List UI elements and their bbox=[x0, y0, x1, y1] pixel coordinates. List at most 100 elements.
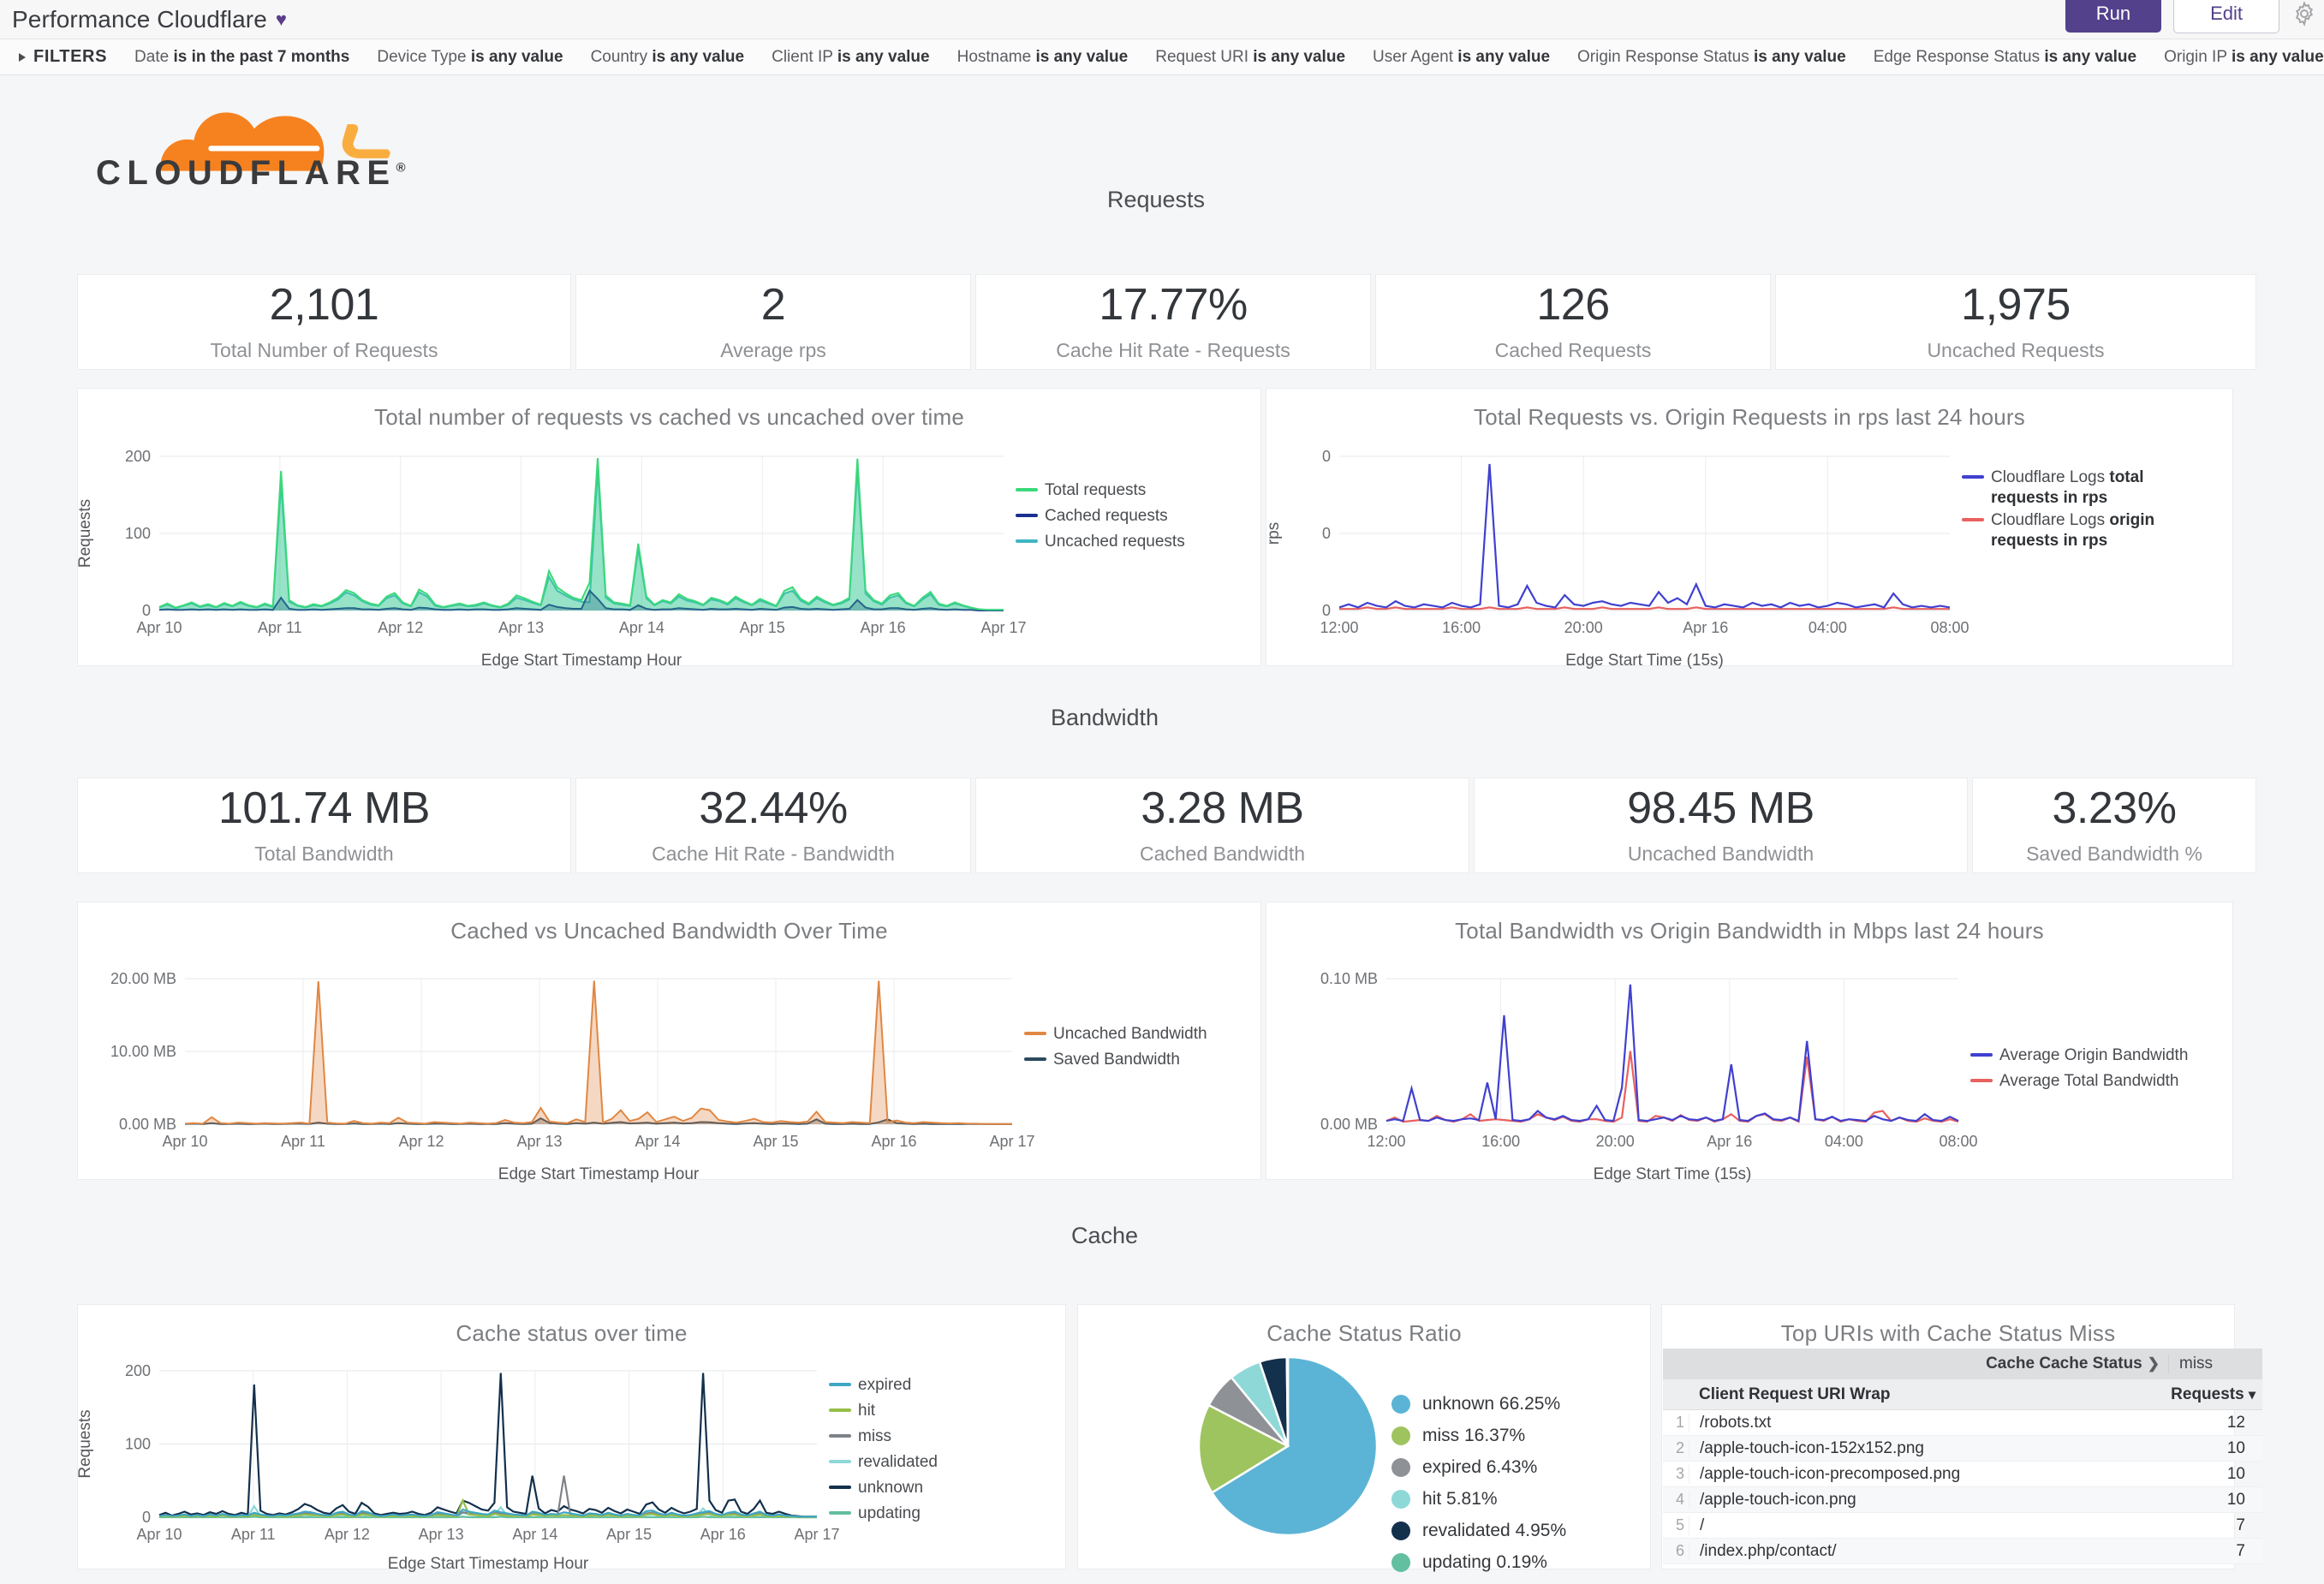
table-row[interactable]: 5 / 7 bbox=[1663, 1513, 2262, 1539]
svg-text:Average Origin Bandwidth: Average Origin Bandwidth bbox=[1999, 1046, 2188, 1064]
filter-chip[interactable]: Request URI is any value bbox=[1155, 48, 1345, 67]
legend-item[interactable]: revalidated 4.95% bbox=[1391, 1521, 1566, 1541]
legend-swatch bbox=[1391, 1490, 1410, 1509]
column-header-uri[interactable]: Client Request URI Wrap bbox=[1699, 1385, 1891, 1403]
svg-text:Apr 14: Apr 14 bbox=[512, 1526, 557, 1543]
kpi-uncached-requests: 1,975 Uncached Requests bbox=[1775, 274, 2256, 370]
svg-text:Cloudflare Logs origin: Cloudflare Logs origin bbox=[1991, 511, 2154, 529]
table-row[interactable]: 1/robots.txt 12 bbox=[1663, 1410, 2262, 1436]
svg-text:08:00: 08:00 bbox=[1930, 619, 1969, 636]
filter-chip[interactable]: User Agent is any value bbox=[1373, 48, 1550, 67]
filter-value: is any value bbox=[652, 47, 745, 66]
svg-text:0.00 MB: 0.00 MB bbox=[119, 1116, 176, 1133]
legend-swatch bbox=[1391, 1395, 1410, 1414]
pie-chart-cache-status-ratio[interactable] bbox=[1189, 1350, 1472, 1547]
table-row[interactable]: 3/apple-touch-icon-precomposed.png 10 bbox=[1663, 1462, 2262, 1487]
filter-value: is any value bbox=[1753, 47, 1846, 66]
filter-chip[interactable]: Country is any value bbox=[591, 48, 745, 67]
cloudflare-logo-icon bbox=[160, 112, 390, 171]
svg-text:Apr 10: Apr 10 bbox=[136, 619, 182, 636]
panel-cache-status-over-time: Cache status over time 0 100 200 Apr 10 Apr … bbox=[77, 1304, 1066, 1573]
svg-text:Apr 15: Apr 15 bbox=[606, 1526, 652, 1543]
gear-icon[interactable] bbox=[2291, 1, 2317, 27]
kpi-cached-requests: 126 Cached Requests bbox=[1375, 274, 1771, 370]
run-button[interactable]: Run bbox=[2065, 0, 2162, 33]
filter-chip[interactable]: Device Type is any value bbox=[377, 48, 563, 67]
pivot-value: miss bbox=[2168, 1355, 2262, 1373]
svg-text:10.00 MB: 10.00 MB bbox=[110, 1043, 176, 1060]
svg-text:04:00: 04:00 bbox=[1825, 1133, 1863, 1150]
section-title-bandwidth: Bandwidth bbox=[1050, 705, 1159, 730]
filter-chip[interactable]: Edge Response Status is any value bbox=[1874, 48, 2136, 67]
pivot-label[interactable]: Cache Cache Status ❯ bbox=[1986, 1355, 2160, 1373]
legend-item[interactable]: hit 5.81% bbox=[1391, 1489, 1566, 1510]
table-row[interactable]: 6/index.php/contact/7 bbox=[1663, 1539, 2262, 1564]
table-row[interactable]: 4/apple-touch-icon.png 10 bbox=[1663, 1487, 2262, 1513]
svg-text:Apr 14: Apr 14 bbox=[635, 1133, 680, 1150]
chart-title: Cache status over time bbox=[456, 1320, 688, 1346]
svg-text:Apr 13: Apr 13 bbox=[419, 1526, 464, 1543]
filter-chip[interactable]: Origin IP is any value bbox=[2164, 48, 2324, 67]
row-requests: 10 bbox=[2226, 1490, 2245, 1509]
column-header-requests[interactable]: Requests ▾ bbox=[2171, 1385, 2255, 1403]
filter-chip[interactable]: Client IP is any value bbox=[772, 48, 929, 67]
legend-label: miss 16.37% bbox=[1422, 1426, 1526, 1445]
svg-text:200: 200 bbox=[125, 1362, 151, 1379]
filter-name: Hostname bbox=[956, 47, 1032, 66]
table-row[interactable]: 2/apple-touch-icon-152x152.png 10 bbox=[1663, 1436, 2262, 1462]
legend-item[interactable]: unknown 66.25% bbox=[1391, 1394, 1566, 1414]
chart-bandwidth-over-time[interactable]: 0.00 MB 10.00 MB 20.00 MB Apr 10 Apr 11 Apr 1… bbox=[78, 944, 1260, 1184]
row-uri: /apple-touch-icon-precomposed.png bbox=[1689, 1464, 2168, 1484]
filters-toggle[interactable]: FILTERS bbox=[19, 47, 107, 67]
row-index: 3 bbox=[1675, 1465, 1684, 1482]
chart-title: Total Bandwidth vs Origin Bandwidth in M… bbox=[1455, 918, 2044, 944]
kpi-value: 98.45 MB bbox=[1627, 783, 1815, 834]
kpi-value: 2 bbox=[760, 280, 786, 330]
kpi-label: Cached Requests bbox=[1494, 338, 1652, 361]
svg-text:16:00: 16:00 bbox=[1442, 619, 1481, 636]
svg-text:requests in rps: requests in rps bbox=[1991, 532, 2107, 550]
filter-chip[interactable]: Date is in the past 7 months bbox=[134, 48, 349, 67]
filter-chip[interactable]: Hostname is any value bbox=[957, 48, 1129, 67]
row-index: 4 bbox=[1675, 1491, 1684, 1508]
legend-label: expired 6.43% bbox=[1422, 1457, 1538, 1477]
panel-bandwidth-mbps-24h: Total Bandwidth vs Origin Bandwidth in M… bbox=[1266, 902, 2233, 1183]
svg-text:Apr 11: Apr 11 bbox=[231, 1526, 276, 1543]
row-requests: 10 bbox=[2226, 1438, 2245, 1457]
svg-text:0: 0 bbox=[142, 1509, 151, 1526]
top-bar-actions: Run Edit bbox=[2065, 0, 2317, 39]
row-requests: 12 bbox=[2226, 1413, 2245, 1432]
svg-text:16:00: 16:00 bbox=[1481, 1133, 1520, 1150]
edit-button[interactable]: Edit bbox=[2173, 0, 2279, 33]
filter-chip[interactable]: Origin Response Status is any value bbox=[1577, 48, 1846, 67]
svg-text:20:00: 20:00 bbox=[1564, 619, 1603, 636]
legend-item[interactable]: expired 6.43% bbox=[1391, 1457, 1566, 1478]
row-uri: /robots.txt bbox=[1689, 1413, 2168, 1432]
svg-text:Apr 16: Apr 16 bbox=[871, 1133, 916, 1150]
svg-text:Apr 12: Apr 12 bbox=[325, 1526, 370, 1543]
svg-text:Uncached Bandwidth: Uncached Bandwidth bbox=[1053, 1025, 1207, 1043]
svg-text:Apr 17: Apr 17 bbox=[980, 619, 1026, 636]
panel-requests-over-time: Total number of requests vs cached vs un… bbox=[77, 388, 1261, 670]
chart-requests-over-time[interactable]: 0 100 200 Apr 10 Apr 11 Apr 12 Apr 13 Apr 14 Apr… bbox=[78, 431, 1260, 670]
kpi-value: 126 bbox=[1536, 280, 1610, 330]
page-title: Performance Cloudflare bbox=[12, 5, 267, 33]
svg-text:updating: updating bbox=[858, 1504, 921, 1522]
chart-cache-status-over-time[interactable]: 0 100 200 Apr 10 Apr 11 Apr 12 Apr 13 Apr 14 Apr… bbox=[78, 1347, 1065, 1574]
svg-text:Uncached requests: Uncached requests bbox=[1045, 533, 1185, 551]
legend-item[interactable]: miss 16.37% bbox=[1391, 1426, 1566, 1446]
svg-text:0.10 MB: 0.10 MB bbox=[1320, 970, 1378, 987]
svg-text:0: 0 bbox=[142, 602, 151, 619]
cloudflare-wordmark: CLOUDFLARE® bbox=[96, 154, 406, 192]
top-bar: Performance Cloudflare ♥ Run Edit bbox=[0, 0, 2324, 39]
legend-label: revalidated 4.95% bbox=[1422, 1521, 1567, 1540]
row-requests: 7 bbox=[2236, 1541, 2245, 1560]
svg-text:200: 200 bbox=[125, 448, 151, 465]
kpi-label: Total Number of Requests bbox=[210, 338, 438, 361]
svg-text:Apr 15: Apr 15 bbox=[740, 619, 785, 636]
heart-icon[interactable]: ♥ bbox=[275, 8, 287, 30]
legend-item[interactable]: updating 0.19% bbox=[1391, 1552, 1566, 1573]
kpi-label: Average rps bbox=[720, 338, 826, 361]
chart-bandwidth-mbps-24h[interactable]: 0.00 MB 0.10 MB 12:00 16:00 20:00 Apr 16 04:00… bbox=[1266, 944, 2232, 1184]
